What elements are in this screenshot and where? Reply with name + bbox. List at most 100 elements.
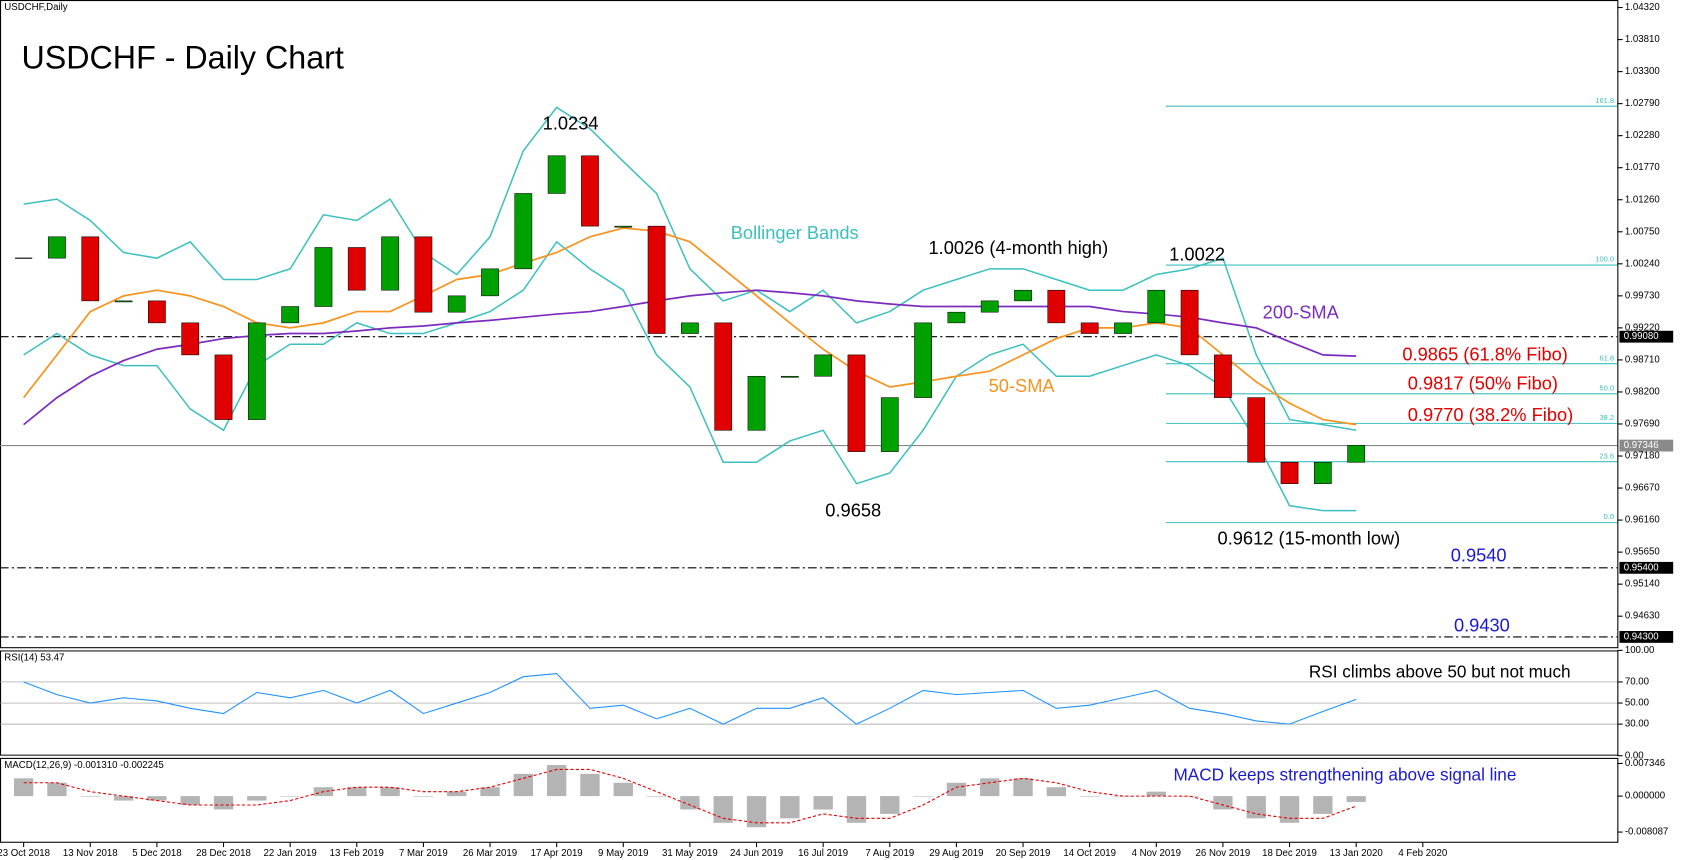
candle	[1047, 289, 1066, 324]
sma-line	[23, 289, 1357, 426]
y-tick-label: 1.04320	[1625, 2, 1660, 13]
candle	[114, 300, 133, 303]
candle	[481, 268, 499, 297]
x-tick-label: 13 Feb 2019	[330, 848, 384, 859]
candle	[681, 322, 699, 334]
macd-bar	[1346, 796, 1366, 802]
y-tick-label: 1.02280	[1625, 130, 1660, 141]
bollinger-upper	[23, 106, 1357, 432]
annotation: 0.9612 (15-month low)	[1218, 527, 1401, 548]
y-tick-label: 1.01260	[1625, 194, 1660, 205]
macd-bar	[646, 796, 667, 797]
x-tick-label: 26 Nov 2019	[1196, 848, 1251, 859]
macd-bar	[1146, 791, 1166, 797]
level-label-bg	[1619, 439, 1674, 452]
y-tick-label: 1.00240	[1625, 258, 1660, 269]
candle	[1214, 354, 1232, 398]
y-tick-label: 0.96670	[1625, 483, 1660, 494]
sma-line	[22, 227, 1357, 426]
macd-bar	[147, 796, 167, 801]
y-tick-label: 1.03810	[1625, 34, 1660, 45]
chart-title: USDCHF - Daily Chart	[21, 40, 343, 76]
candle	[314, 247, 333, 307]
level-label: 0.95400	[1624, 562, 1659, 573]
candle	[381, 236, 399, 291]
x-tick-label: 4 Feb 2020	[1398, 848, 1447, 859]
candle	[647, 225, 666, 334]
macd-bar	[113, 796, 134, 801]
macd-bar	[1279, 796, 1300, 823]
macd-bar	[1046, 787, 1067, 797]
macd-label: MACD(12,26,9) -0.001310 -0.002245	[4, 760, 163, 771]
fibo-label: 23.6	[1599, 451, 1614, 460]
x-tick-label: 4 Nov 2019	[1132, 848, 1181, 859]
annotation: 1.0022	[1169, 244, 1225, 265]
macd-bar	[347, 787, 367, 797]
x-tick-label: 13 Nov 2018	[63, 848, 118, 859]
level-label: 0.97346	[1624, 440, 1659, 451]
candle	[547, 155, 566, 194]
candle	[814, 354, 833, 377]
macd-signal	[23, 768, 1357, 824]
macd-bar	[580, 773, 600, 797]
annotation: 1.0234	[543, 113, 599, 134]
x-tick-label: 31 May 2019	[662, 848, 718, 859]
y-tick-label: 100.00	[1625, 645, 1655, 656]
candle	[81, 236, 100, 302]
macd-bar	[180, 796, 200, 806]
y-tick-label: 0.99220	[1625, 322, 1660, 333]
macd-bar	[447, 791, 467, 797]
y-tick-label: 0.94630	[1625, 611, 1660, 622]
x-tick-label: 29 Aug 2019	[929, 848, 983, 859]
fibo-label: 0.0	[1604, 512, 1614, 521]
x-tick-label: 9 May 2019	[598, 848, 648, 859]
symbol-label: USDCHF,Daily	[4, 2, 67, 13]
candle	[747, 375, 766, 431]
macd-bar	[13, 778, 34, 797]
macd-bar	[880, 796, 900, 814]
y-tick-label: -0.008087	[1625, 827, 1668, 838]
y-tick-label: 0.007346	[1625, 758, 1665, 769]
candle	[1280, 462, 1299, 484]
x-tick-label: 16 Jul 2019	[798, 848, 848, 859]
candle	[281, 306, 300, 324]
macd-bar	[413, 796, 434, 797]
y-tick-label: 1.01770	[1625, 162, 1660, 173]
level-label-bg	[1619, 561, 1674, 574]
y-tick-label: 0.97180	[1625, 451, 1660, 462]
fibo-label: 50.0	[1599, 383, 1614, 392]
candle	[714, 322, 733, 431]
candle	[414, 236, 433, 313]
candle	[247, 322, 266, 420]
candle	[1014, 289, 1032, 302]
annotation: 1.0026 (4-month high)	[928, 237, 1108, 258]
macd-bar	[380, 787, 400, 797]
y-tick-label: 1.02790	[1625, 98, 1660, 109]
x-tick-label: 7 Aug 2019	[865, 848, 914, 859]
annotation: 0.9540	[1451, 545, 1507, 566]
y-tick-label: 0.97690	[1625, 419, 1660, 430]
candle	[1114, 322, 1132, 334]
sma-label: 200-SMA	[1263, 302, 1340, 323]
level-label-bg	[1619, 631, 1674, 643]
macd-bar	[47, 782, 67, 797]
price-panel	[0, 0, 1619, 649]
y-tick-label: 0.96160	[1625, 515, 1660, 526]
y-tick-label: 0.98710	[1625, 354, 1660, 365]
x-tick-label: 18 Dec 2019	[1262, 848, 1317, 859]
annotation: MACD keeps strengthening above signal li…	[1173, 765, 1516, 785]
x-tick-label: 20 Sep 2019	[996, 848, 1051, 859]
y-tick-label: 0.99730	[1625, 290, 1660, 301]
fibo-label: 100.0	[1595, 255, 1614, 264]
macd-bar	[780, 796, 800, 819]
annotation: 0.9817 (50% Fibo)	[1408, 373, 1558, 394]
level-label: 0.94300	[1624, 631, 1659, 642]
x-tick-label: 5 Dec 2018	[132, 848, 181, 859]
fibo-label: 161.8	[1595, 96, 1614, 105]
candle	[780, 375, 799, 378]
rsi-label: RSI(14) 53.47	[4, 652, 64, 663]
bands-label: Bollinger Bands	[731, 222, 859, 243]
annotation: 0.9770 (38.2% Fibo)	[1408, 404, 1573, 425]
x-tick-label: 23 Oct 2018	[0, 848, 50, 859]
